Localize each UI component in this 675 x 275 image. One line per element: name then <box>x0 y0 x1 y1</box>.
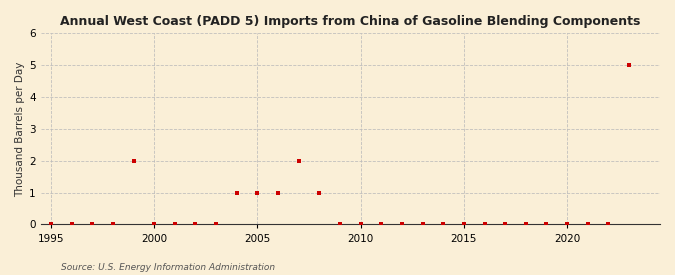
Point <box>500 222 510 227</box>
Point <box>148 222 159 227</box>
Point <box>624 63 634 67</box>
Point <box>107 222 118 227</box>
Point <box>211 222 221 227</box>
Y-axis label: Thousand Barrels per Day: Thousand Barrels per Day <box>15 61 25 197</box>
Point <box>541 222 552 227</box>
Point <box>128 159 139 163</box>
Point <box>376 222 387 227</box>
Point <box>396 222 407 227</box>
Point <box>335 222 346 227</box>
Point <box>520 222 531 227</box>
Point <box>603 222 614 227</box>
Point <box>438 222 449 227</box>
Point <box>583 222 593 227</box>
Point <box>314 190 325 195</box>
Title: Annual West Coast (PADD 5) Imports from China of Gasoline Blending Components: Annual West Coast (PADD 5) Imports from … <box>60 15 641 28</box>
Text: Source: U.S. Energy Information Administration: Source: U.S. Energy Information Administ… <box>61 263 275 272</box>
Point <box>87 222 98 227</box>
Point <box>562 222 572 227</box>
Point <box>232 190 242 195</box>
Point <box>66 222 77 227</box>
Point <box>479 222 490 227</box>
Point <box>46 222 57 227</box>
Point <box>169 222 180 227</box>
Point <box>273 190 284 195</box>
Point <box>355 222 366 227</box>
Point <box>294 159 304 163</box>
Point <box>458 222 469 227</box>
Point <box>417 222 428 227</box>
Point <box>190 222 201 227</box>
Point <box>252 190 263 195</box>
